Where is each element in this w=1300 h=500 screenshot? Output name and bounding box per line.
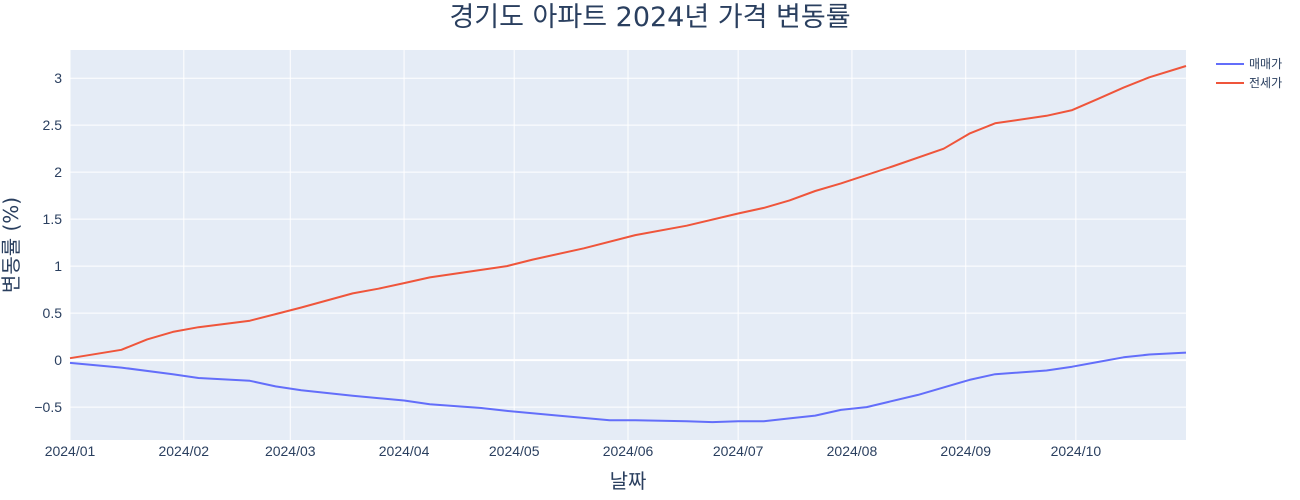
series-layer [69, 65, 1187, 424]
y-tick-label: 0 [54, 352, 62, 368]
y-tick-label: 2 [54, 164, 62, 180]
x-axis-title: 날짜 [610, 469, 647, 493]
x-tick-label: 2024/10 [1051, 443, 1102, 459]
y-gridlines [70, 77, 1186, 408]
chart-title: 경기도 아파트 2024년 가격 변동률 [449, 2, 850, 33]
legend-label: 매매가 [1249, 57, 1282, 71]
y-tick-label: 3 [54, 70, 62, 86]
x-tick-label: 2024/09 [940, 443, 991, 459]
x-tick-label: 2024/02 [158, 443, 209, 459]
y-tick-label: −0.5 [34, 399, 62, 415]
y-axis-ticks: −0.5 0 0.5 1 1.5 2 2.5 3 [34, 70, 62, 415]
x-tick-label: 2024/04 [379, 443, 430, 459]
x-tick-label: 2024/07 [713, 443, 764, 459]
y-tick-label: 2.5 [43, 117, 63, 133]
y-axis-title: 변동률 (%) [0, 197, 23, 293]
x-tick-label: 2024/03 [265, 443, 316, 459]
series-line-1[interactable] [69, 351, 1187, 424]
x-axis-ticks: 2024/01 2024/02 2024/03 2024/04 2024/05 2024/… [45, 443, 1102, 459]
x-tick-label: 2024/08 [827, 443, 878, 459]
legend-item[interactable]: 매매가 [1216, 57, 1282, 71]
y-tick-label: 1.5 [43, 211, 63, 227]
x-tick-label: 2024/06 [603, 443, 654, 459]
x-tick-label: 2024/01 [45, 443, 96, 459]
legend-item[interactable]: 전세가 [1216, 76, 1282, 90]
x-gridlines [69, 50, 1077, 440]
series-line-2[interactable] [69, 65, 1187, 360]
y-tick-label: 0.5 [43, 305, 63, 321]
y-tick-label: 1 [54, 258, 62, 274]
legend-label: 전세가 [1249, 76, 1282, 90]
x-tick-label: 2024/05 [489, 443, 540, 459]
